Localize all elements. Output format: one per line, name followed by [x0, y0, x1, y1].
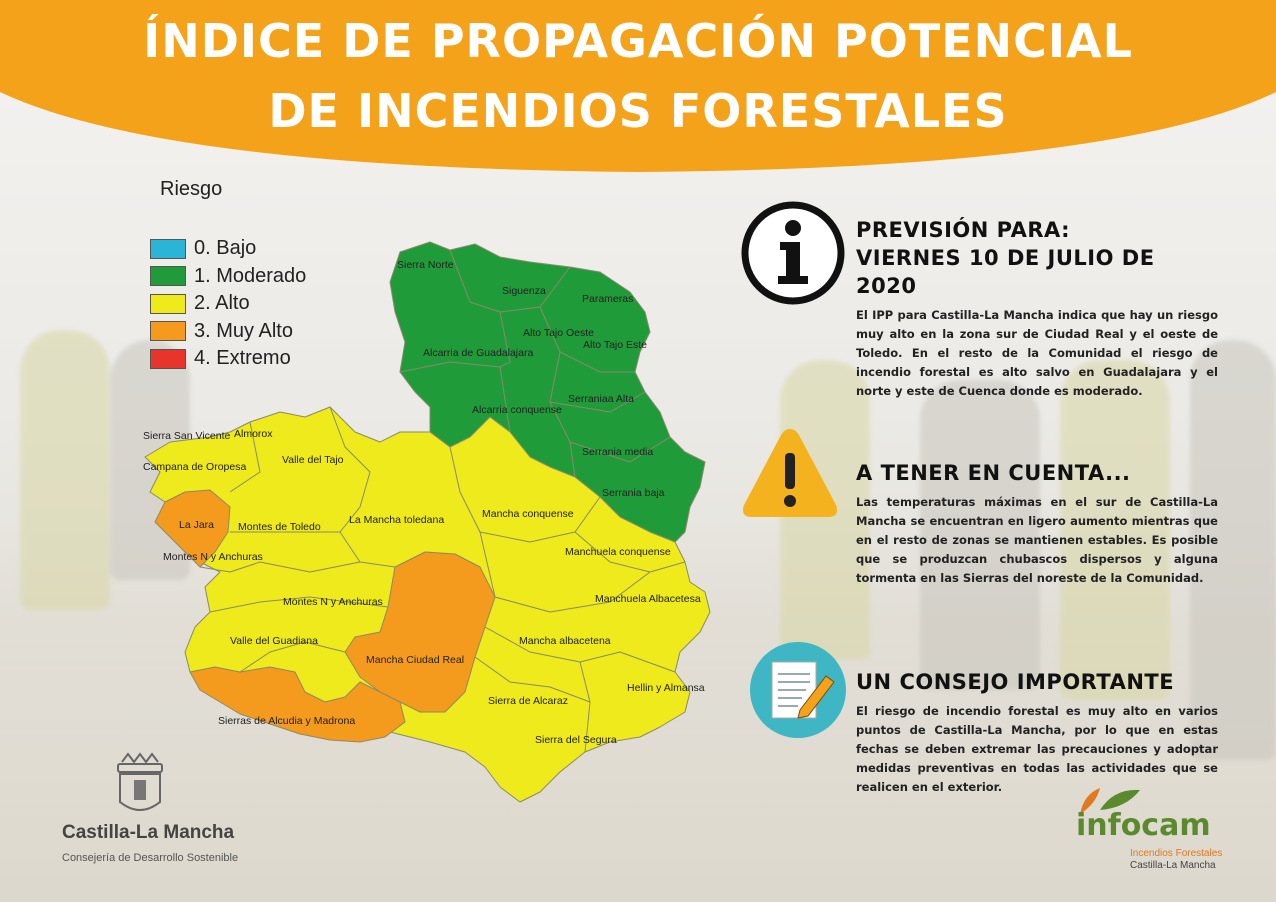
map-label: Mancha Ciudad Real — [366, 654, 464, 666]
map-label: La Mancha toledana — [349, 514, 444, 526]
background-firefighter — [20, 330, 110, 610]
background-firefighter — [920, 380, 1040, 690]
info-icon — [741, 201, 845, 305]
map-label: Valle del Guadiana — [230, 635, 318, 647]
map-label: Hellin y Almansa — [627, 682, 705, 694]
region-mancha-ciudad-real — [344, 551, 496, 713]
infocam-name: infocam — [1076, 808, 1211, 843]
map-label: Alcarria conquense — [472, 404, 562, 416]
map-label: Montes N y Anchuras — [163, 551, 263, 563]
legend-item-alto: 2. Alto — [150, 290, 306, 318]
clm-subtitle: Consejería de Desarrollo Sostenible — [62, 852, 239, 864]
map-label: Manchuela Albacetesa — [595, 593, 701, 605]
map-label: Montes N y Anchuras — [283, 596, 383, 608]
region-border — [199, 561, 361, 573]
region-sierras-alcudia-madrona — [189, 666, 406, 743]
map-label: Alcarria de Guadalajara — [423, 347, 533, 359]
page-title-line2: DE INCENDIOS FORESTALES — [268, 84, 1008, 138]
advice-section: UN CONSEJO IMPORTANTE El riesgo de incen… — [740, 640, 1240, 794]
legend-label: 3. Muy Alto — [194, 319, 293, 342]
forecast-text: El IPP para Castilla-La Mancha indica qu… — [856, 308, 1218, 398]
region-border — [539, 306, 635, 373]
shield-shape — [119, 773, 161, 811]
map-label: Montes de Toledo — [238, 521, 321, 533]
map-label: Sierra Norte — [397, 259, 454, 271]
map-label: Sierras de Alcudia y Madrona — [218, 715, 355, 727]
map-legend: Riesgo 0. Bajo 1. Moderado 2. Alto 3. Mu… — [150, 178, 306, 373]
region-border — [499, 311, 511, 368]
legend-swatch — [150, 238, 186, 259]
legend-swatch — [150, 321, 186, 342]
notice-heading: A TENER EN CUENTA... — [856, 461, 1131, 485]
advice-heading: UN CONSEJO IMPORTANTE — [856, 670, 1175, 694]
map-label: Alto Tajo Este — [583, 339, 647, 351]
legend-label: 2. Alto — [194, 292, 250, 315]
region-border — [479, 496, 601, 543]
notice-section: A TENER EN CUENTA... Las temperaturas má… — [740, 425, 1240, 615]
warning-icon — [743, 429, 837, 517]
banner-shape — [0, 0, 1276, 172]
legend-swatch — [150, 293, 186, 314]
legend-label: 0. Bajo — [194, 237, 257, 260]
region-border — [239, 641, 346, 673]
legend-item-moderado: 1. Moderado — [150, 263, 306, 291]
legend-item-bajo: 0. Bajo — [150, 235, 306, 263]
region-border — [229, 421, 261, 493]
region-border — [209, 596, 389, 613]
region-border — [399, 361, 511, 433]
map-label: Alto Tajo Oeste — [523, 327, 594, 339]
page-title-line1: ÍNDICE DE PROPAGACIÓN POTENCIAL — [143, 14, 1133, 68]
region-guadalajara-cuenca-moderado — [389, 241, 706, 543]
castilla-la-mancha-logo — [117, 752, 163, 811]
infocam-logo-leaves — [1080, 788, 1140, 814]
map-label: Valle del Tajo — [282, 454, 344, 466]
forecast-heading-1: PREVISIÓN PARA: — [856, 218, 1071, 242]
background-firefighter — [1060, 360, 1170, 700]
map-label: Sierra de Alcaraz — [488, 695, 568, 707]
document-pencil-icon — [750, 642, 846, 738]
clm-name: Castilla-La Mancha — [62, 822, 235, 843]
crown-shape — [121, 752, 159, 764]
legend-swatch — [150, 348, 186, 369]
legend-item-extremo: 4. Extremo — [150, 345, 306, 373]
map-label: Sierra del Segura — [535, 734, 617, 746]
map-label: Mancha conquense — [482, 508, 574, 520]
region-border — [494, 571, 651, 613]
infocam-subtitle-2: Castilla-La Mancha — [1130, 860, 1216, 871]
map-label: Almorox — [234, 428, 273, 440]
region-border — [549, 351, 576, 478]
map-label: Manchuela conquense — [565, 546, 671, 558]
background-firefighter — [1190, 340, 1276, 760]
infocam-subtitle-1: Incendios Forestales — [1130, 848, 1223, 859]
legend-label: 1. Moderado — [194, 264, 307, 287]
legend-title: Riesgo — [160, 178, 223, 200]
map-label: Mancha albacetena — [519, 635, 611, 647]
legend-label: 4. Extremo — [194, 347, 291, 370]
map-label: Serrania media — [582, 446, 653, 458]
forecast-section: PREVISIÓN PARA: VIERNES 10 DE JULIO DE 2… — [740, 200, 1240, 398]
map-label: Serrania baja — [602, 487, 665, 499]
region-border — [574, 531, 686, 573]
title-banner: ÍNDICE DE PROPAGACIÓN POTENCIAL DE INCEN… — [0, 0, 1276, 180]
legend-swatch — [150, 266, 186, 287]
map-label: Serraniaa Alta — [568, 393, 634, 405]
forecast-heading-2: VIERNES 10 DE JULIO DE 2020 — [856, 246, 1155, 298]
region-border — [474, 656, 591, 703]
advice-text: El riesgo de incendio forestal es muy al… — [856, 704, 1218, 794]
notice-text: Las temperaturas máximas en el sur de Ca… — [856, 495, 1218, 585]
map-label: Siguenza — [502, 285, 546, 297]
region-border — [549, 391, 646, 413]
map-label: Parameras — [582, 293, 633, 305]
crown-band — [117, 763, 163, 773]
legend-list: 0. Bajo 1. Moderado 2. Alto 3. Muy Alto … — [150, 235, 306, 373]
risk-map: Sierra Norte Siguenza Parameras Alto Taj… — [143, 241, 711, 803]
map-label: Sierra San Vicente — [143, 430, 231, 442]
region-border — [569, 436, 671, 463]
region-border — [449, 446, 496, 598]
region-la-jara — [154, 489, 231, 568]
map-label: Campana de Oropesa — [143, 461, 246, 473]
map-label: La Jara — [179, 519, 214, 531]
castle-shape — [134, 780, 146, 800]
legend-item-muy-alto: 3. Muy Alto — [150, 318, 306, 346]
